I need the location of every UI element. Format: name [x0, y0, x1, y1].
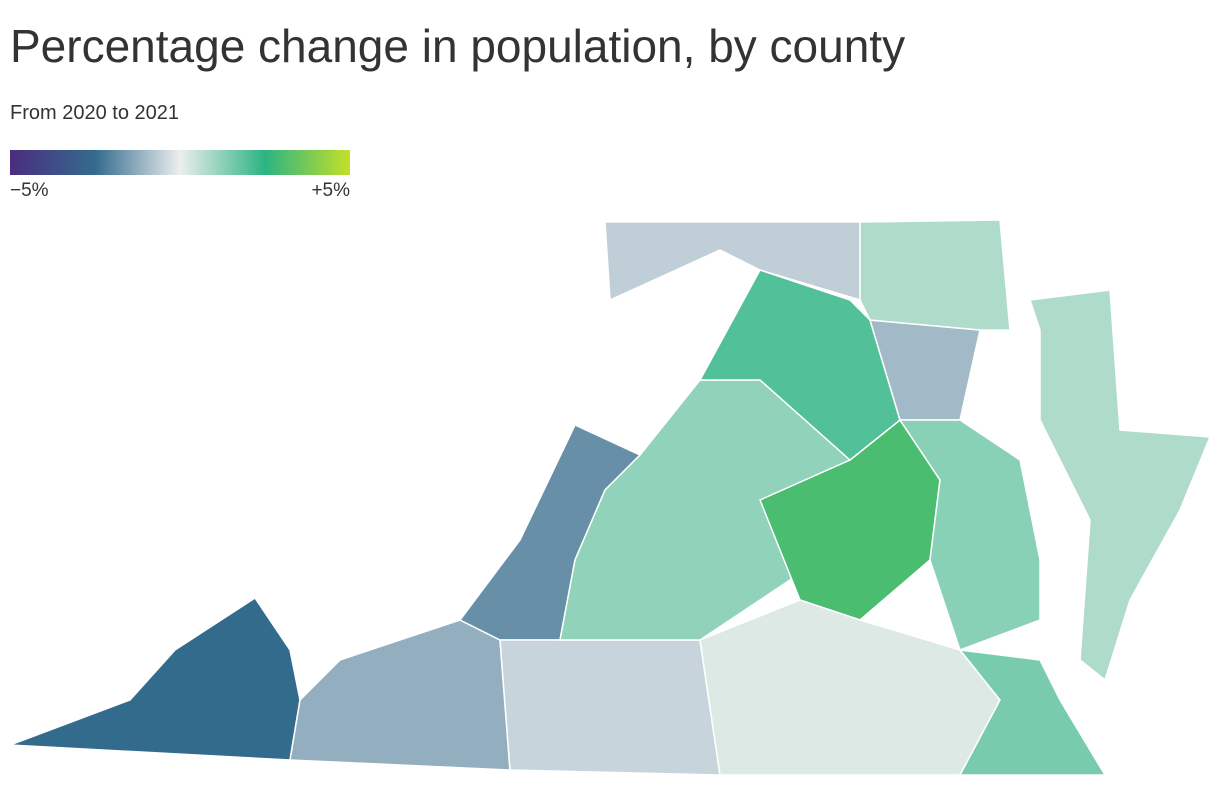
county-region: [898, 419, 1041, 651]
county-region: [958, 649, 1107, 776]
legend-tick-label: +5%: [311, 180, 350, 201]
county-region: [604, 221, 861, 302]
chart-title: Percentage change in population, by coun…: [10, 20, 905, 72]
chart-subtitle: From 2020 to 2021: [10, 102, 179, 124]
legend-tick-label: −5%: [10, 180, 49, 201]
county-region: [1028, 289, 1212, 682]
map: [9, 219, 1212, 776]
county-region: [289, 619, 511, 771]
county-region: [859, 219, 1011, 331]
county-region: [499, 639, 721, 776]
county-region: [9, 596, 301, 761]
color-bar: [10, 150, 350, 175]
